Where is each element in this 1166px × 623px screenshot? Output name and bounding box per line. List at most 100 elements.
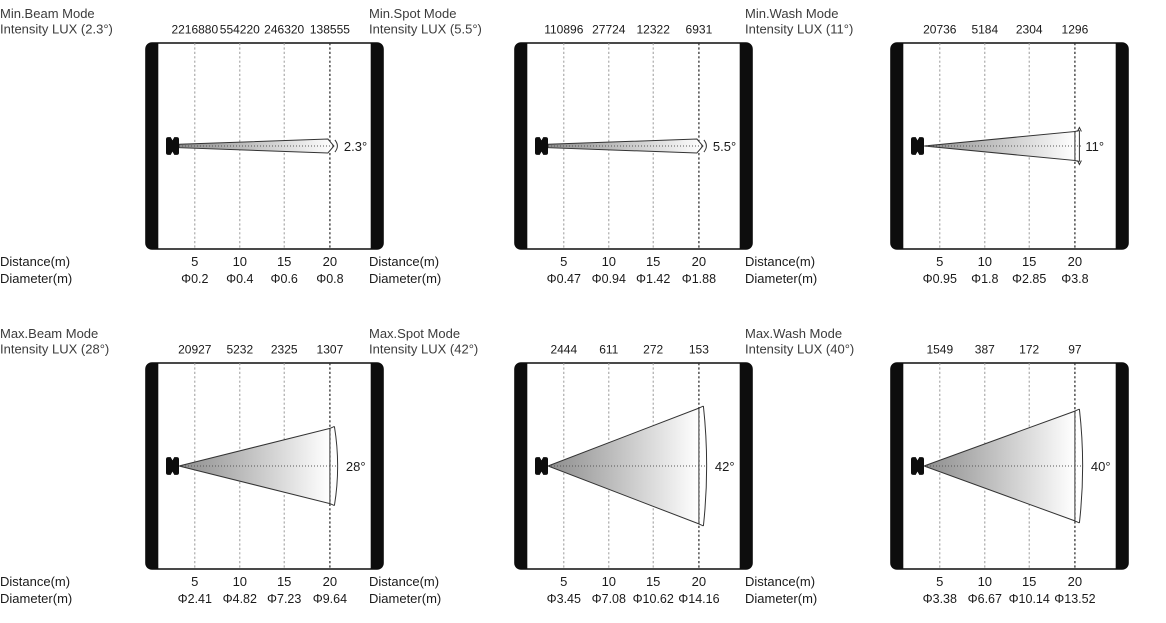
svg-text:Diameter(m): Diameter(m) <box>745 271 817 286</box>
svg-text:2.3°: 2.3° <box>344 139 367 154</box>
svg-text:Φ2.85: Φ2.85 <box>1012 272 1046 286</box>
svg-text:5: 5 <box>936 574 943 589</box>
svg-text:Φ7.23: Φ7.23 <box>267 592 301 606</box>
svg-text:1296: 1296 <box>1061 23 1088 37</box>
svg-text:40°: 40° <box>1091 459 1111 474</box>
svg-text:5: 5 <box>191 254 198 269</box>
svg-text:20: 20 <box>692 254 706 269</box>
svg-text:15: 15 <box>1022 254 1036 269</box>
svg-text:Distance(m): Distance(m) <box>0 574 70 589</box>
svg-text:Φ1.42: Φ1.42 <box>636 272 670 286</box>
svg-text:Intensity LUX (11°): Intensity LUX (11°) <box>745 22 853 37</box>
svg-text:Φ3.38: Φ3.38 <box>923 592 957 606</box>
svg-text:Φ7.08: Φ7.08 <box>592 592 626 606</box>
svg-text:Intensity LUX (5.5°): Intensity LUX (5.5°) <box>369 22 482 37</box>
svg-text:10: 10 <box>977 574 991 589</box>
svg-text:Φ4.82: Φ4.82 <box>222 592 256 606</box>
svg-text:Distance(m): Distance(m) <box>745 574 815 589</box>
svg-text:Min.Wash Mode: Min.Wash Mode <box>745 6 838 21</box>
svg-text:Φ0.95: Φ0.95 <box>923 272 957 286</box>
svg-text:Diameter(m): Diameter(m) <box>0 591 72 606</box>
svg-text:110896: 110896 <box>544 23 583 37</box>
svg-text:Max.Beam Mode: Max.Beam Mode <box>0 326 98 341</box>
svg-text:Φ3.45: Φ3.45 <box>547 592 581 606</box>
svg-text:2216880: 2216880 <box>171 23 218 37</box>
svg-text:Distance(m): Distance(m) <box>369 574 439 589</box>
svg-text:10: 10 <box>977 254 991 269</box>
svg-text:Φ0.94: Φ0.94 <box>592 272 626 286</box>
svg-text:Φ2.41: Φ2.41 <box>177 592 211 606</box>
svg-text:Φ10.62: Φ10.62 <box>633 592 674 606</box>
svg-text:1307: 1307 <box>316 343 343 357</box>
svg-text:Intensity LUX (40°): Intensity LUX (40°) <box>745 342 854 357</box>
svg-text:5: 5 <box>560 254 567 269</box>
svg-text:138555: 138555 <box>310 23 350 37</box>
svg-text:10: 10 <box>232 574 246 589</box>
svg-text:272: 272 <box>643 343 663 357</box>
svg-text:Φ0.6: Φ0.6 <box>270 272 297 286</box>
svg-text:611: 611 <box>599 343 618 357</box>
svg-text:Φ0.47: Φ0.47 <box>547 272 581 286</box>
svg-text:Φ3.8: Φ3.8 <box>1061 272 1088 286</box>
svg-text:97: 97 <box>1068 343 1082 357</box>
svg-text:10: 10 <box>602 254 616 269</box>
svg-text:554220: 554220 <box>220 23 260 37</box>
svg-text:Distance(m): Distance(m) <box>745 254 815 269</box>
svg-text:Intensity LUX (28°): Intensity LUX (28°) <box>0 342 109 357</box>
svg-text:15: 15 <box>646 574 660 589</box>
svg-text:15: 15 <box>646 254 660 269</box>
svg-text:20: 20 <box>1068 574 1082 589</box>
svg-text:27724: 27724 <box>592 23 626 37</box>
svg-text:Diameter(m): Diameter(m) <box>745 591 817 606</box>
svg-text:172: 172 <box>1019 343 1039 357</box>
svg-text:2304: 2304 <box>1016 23 1043 37</box>
svg-text:15: 15 <box>1022 574 1036 589</box>
svg-text:Φ10.14: Φ10.14 <box>1008 592 1049 606</box>
svg-text:20: 20 <box>322 574 336 589</box>
svg-text:Φ0.4: Φ0.4 <box>226 272 253 286</box>
svg-text:5: 5 <box>936 254 943 269</box>
svg-text:Φ6.67: Φ6.67 <box>968 592 1002 606</box>
svg-text:42°: 42° <box>715 459 735 474</box>
svg-text:Diameter(m): Diameter(m) <box>369 271 441 286</box>
svg-text:Max.Wash Mode: Max.Wash Mode <box>745 326 842 341</box>
svg-text:2325: 2325 <box>271 343 298 357</box>
svg-text:2444: 2444 <box>551 343 578 357</box>
svg-text:Φ1.8: Φ1.8 <box>971 272 998 286</box>
svg-text:Φ14.16: Φ14.16 <box>678 592 719 606</box>
svg-text:10: 10 <box>602 574 616 589</box>
svg-text:1549: 1549 <box>926 343 953 357</box>
svg-text:Φ9.64: Φ9.64 <box>313 592 347 606</box>
svg-text:5: 5 <box>191 574 198 589</box>
svg-text:Min.Beam Mode: Min.Beam Mode <box>0 6 94 21</box>
svg-text:10: 10 <box>232 254 246 269</box>
svg-text:Diameter(m): Diameter(m) <box>369 591 441 606</box>
svg-text:Diameter(m): Diameter(m) <box>0 271 72 286</box>
svg-text:Max.Spot Mode: Max.Spot Mode <box>369 326 460 341</box>
svg-text:Φ13.52: Φ13.52 <box>1054 592 1095 606</box>
svg-text:Distance(m): Distance(m) <box>369 254 439 269</box>
svg-text:Distance(m): Distance(m) <box>0 254 70 269</box>
svg-text:Φ1.88: Φ1.88 <box>682 272 716 286</box>
svg-text:20: 20 <box>692 574 706 589</box>
svg-text:5184: 5184 <box>971 23 998 37</box>
svg-text:5.5°: 5.5° <box>713 139 736 154</box>
svg-text:15: 15 <box>277 254 291 269</box>
svg-text:20: 20 <box>1068 254 1082 269</box>
svg-text:246320: 246320 <box>264 23 304 37</box>
svg-text:Intensity LUX (42°): Intensity LUX (42°) <box>369 342 478 357</box>
svg-text:5232: 5232 <box>226 343 253 357</box>
svg-text:387: 387 <box>975 343 995 357</box>
svg-text:6931: 6931 <box>686 23 713 37</box>
svg-text:5: 5 <box>560 574 567 589</box>
svg-text:15: 15 <box>277 574 291 589</box>
svg-text:Φ0.8: Φ0.8 <box>316 272 343 286</box>
svg-text:12322: 12322 <box>637 23 671 37</box>
svg-text:28°: 28° <box>346 459 366 474</box>
svg-text:20927: 20927 <box>178 343 212 357</box>
svg-text:Φ0.2: Φ0.2 <box>181 272 208 286</box>
svg-text:20: 20 <box>322 254 336 269</box>
svg-text:Intensity LUX (2.3°): Intensity LUX (2.3°) <box>0 22 113 37</box>
svg-text:Min.Spot Mode: Min.Spot Mode <box>369 6 456 21</box>
svg-text:20736: 20736 <box>923 23 957 37</box>
